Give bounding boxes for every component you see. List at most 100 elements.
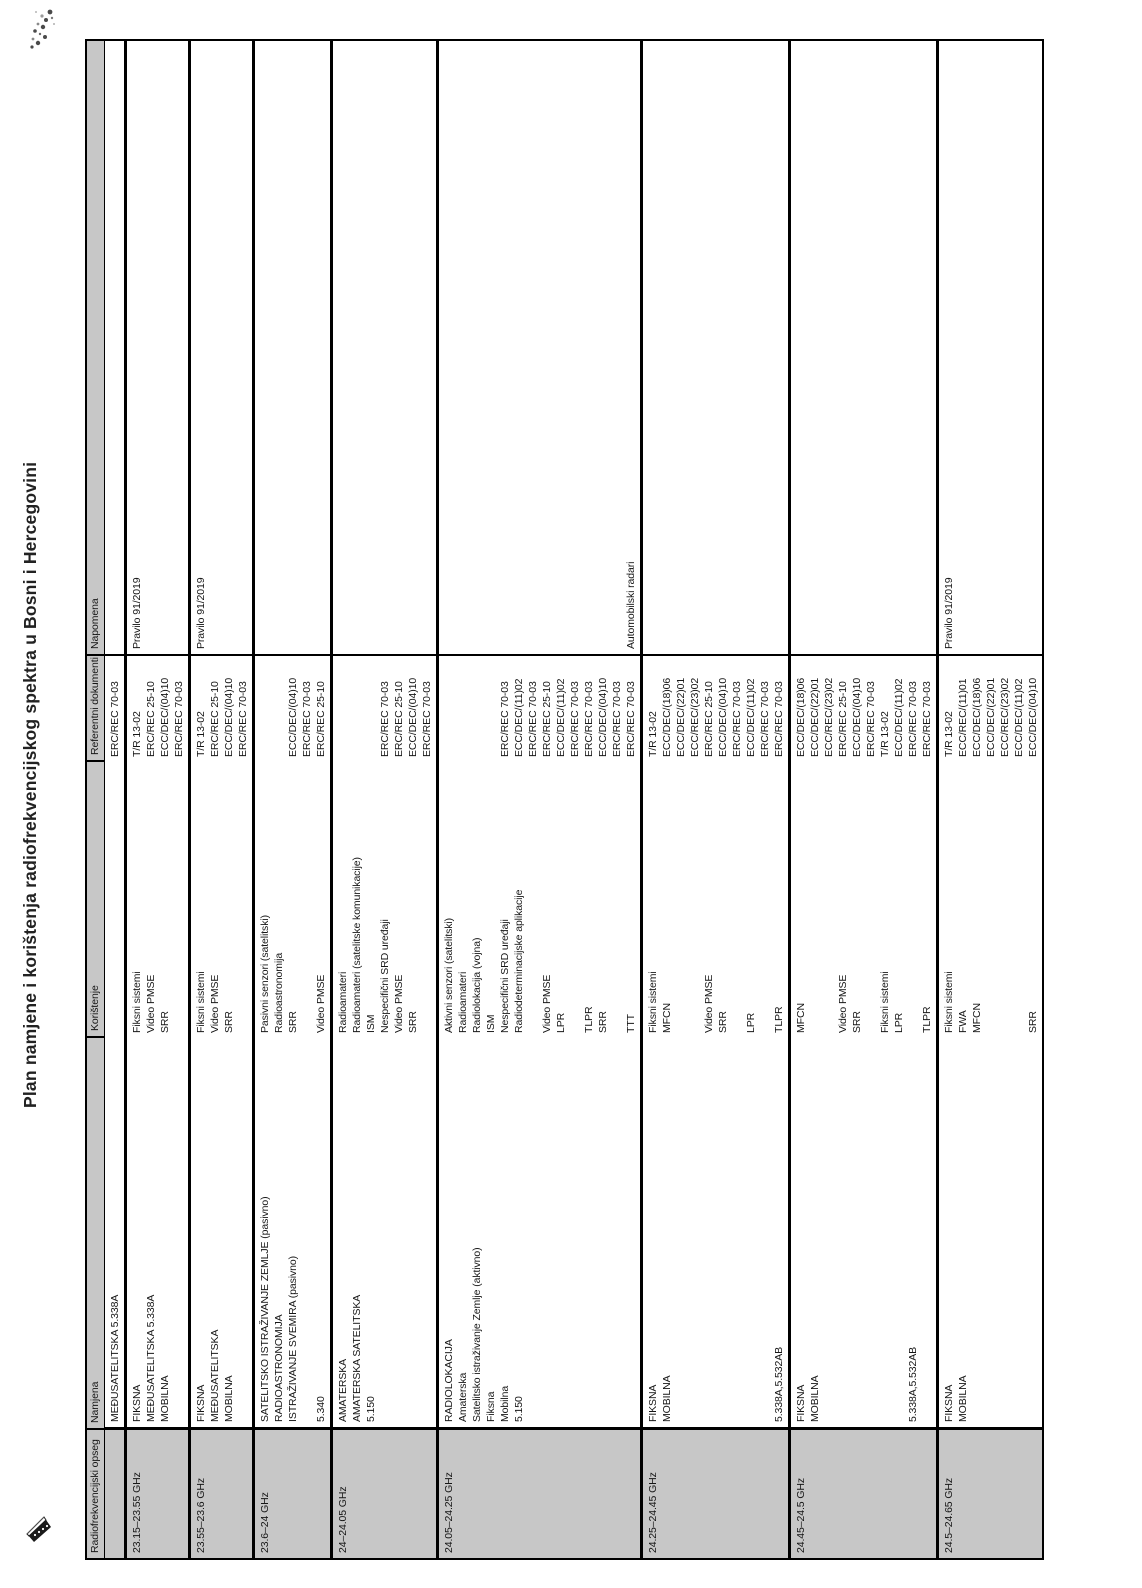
cell-line: ECC/DEC/(04)10: [717, 677, 729, 757]
cell-dokumenti: ERC/REC 70-03: [105, 656, 124, 762]
cell-line: LPR: [555, 1012, 567, 1033]
cell-line: [272, 656, 286, 757]
cell-line: ERC/REC 70-03: [379, 681, 391, 757]
cell-dokumenti: ECC/DEC/(04)10 ERC/REC 70-03 ERC/REC 25-10: [255, 656, 330, 762]
cell-dokumenti: T/R 13-02 ECC/REC/(11)01 ECC/DEC/(18)06 ECC…: [939, 656, 1042, 762]
cell-line: ECC/DEC/(22)01: [985, 677, 997, 757]
cell-line: Satelitsko istraživanje Zemlje (aktivno): [471, 1247, 483, 1422]
cell-line: MOBILNA: [957, 1375, 969, 1422]
cell-line: [822, 1038, 836, 1422]
cell-dokumenti: T/R 13-02 ERC/REC 25-10 ECC/DEC/(04)10 ERC/…: [127, 656, 188, 762]
cell-line: ERC/REC 70-03: [731, 681, 743, 757]
cell-line: ECC/DEC/(04)10: [1027, 677, 1039, 757]
cell-line: ECC/DEC/(04)10: [597, 677, 609, 757]
cell-line: ERC/REC 25-10: [145, 681, 157, 757]
frequency-range-label: [108, 1430, 122, 1553]
cell-line: Fiksni sistemi: [195, 971, 207, 1033]
cell-opseg: 24.45–24.5 GHz: [791, 1430, 936, 1558]
cell-line: Nespecifični SRD uređaji: [499, 919, 511, 1033]
cell-line: MEĐUSATELITSKA 5.338A: [109, 1294, 121, 1422]
cell-line: [674, 1038, 688, 1422]
cell-line: MOBILNA: [809, 1375, 821, 1422]
cell-line: SRR: [717, 1011, 729, 1033]
cell-line: ECC/DEC/(11)02: [745, 678, 757, 757]
cell-koristenje: Fiksni sistemi MFCN Video PMSE SRR LPR TLPR: [643, 762, 788, 1038]
frequency-range-label: 23.15–23.55 GHz: [131, 1472, 143, 1553]
cell-line: RADIOLOKACIJA: [443, 1339, 455, 1422]
cell-line: [878, 1038, 892, 1422]
frequency-range-label: 24.5–24.65 GHz: [943, 1477, 955, 1553]
cell-napomena: [333, 41, 436, 656]
cell-opseg: 24.5–24.65 GHz: [939, 1430, 1042, 1558]
cell-line: AMATERSKA: [337, 1358, 349, 1422]
frequency-range-label: 23.55–23.6 GHz: [195, 1477, 207, 1553]
cell-line: [526, 762, 540, 1033]
cell-line: ERC/REC 70-03: [625, 681, 637, 757]
cell-line: LPR: [745, 1012, 757, 1033]
cell-line: TLPR: [773, 1006, 785, 1033]
cell-line: ERC/REC 70-03: [759, 681, 771, 757]
cell-line: Aktivni senzori (satelitski): [443, 917, 455, 1033]
cell-line: ERC/REC 70-03: [921, 681, 933, 757]
cell-line: [498, 41, 512, 649]
cell-line: [808, 762, 822, 1033]
cell-line: [850, 1038, 864, 1422]
cell-line: ERC/REC 25-10: [393, 681, 405, 757]
cell-line: [864, 762, 878, 1033]
cell-line: Fiksni sistemi: [647, 971, 659, 1033]
cell-line: [892, 1038, 906, 1422]
band-row: 24.45–24.5 GHz FIKSNA MOBILNA 5.338A,5.532A…: [788, 41, 936, 1558]
cell-line: [864, 1038, 878, 1422]
cell-line: ECC/DEC/(04)10: [223, 677, 235, 757]
cell-line: T/R 13-02: [879, 711, 891, 757]
cell-namjena: AMATERSKA AMATERSKA SATELITSKA 5.150: [333, 1038, 436, 1430]
cell-line: Radioastronomija: [273, 952, 285, 1033]
cell-line: ECC/DEC/(04)10: [287, 677, 299, 757]
cell-line: Fiksni sistemi: [943, 971, 955, 1033]
cell-line: SRR: [407, 1011, 419, 1033]
cell-line: [470, 41, 484, 649]
ink-smudge-icon: [26, 4, 60, 55]
spectrum-allocation-table: Radiofrekvencijski opseg Namjena Korište…: [85, 39, 1044, 1560]
cell-line: ECC/DEC/(11)02: [513, 678, 525, 757]
cell-namjena: FIKSNA MOBILNA 5.338A,5.532AB: [791, 1038, 936, 1430]
cell-line: ECC/REC/(11)01: [957, 678, 969, 757]
cell-koristenje: MFCN Video PMSE SRR Fiksni sistemi LPR TLPR: [791, 762, 936, 1038]
page-title: Plan namjene i korištenja radiofrekvenci…: [20, 461, 40, 1108]
cell-koristenje: [105, 762, 124, 1038]
cell-line: Video PMSE: [315, 974, 327, 1033]
cell-line: [456, 656, 470, 757]
cell-line: [582, 41, 596, 649]
cell-line: FIKSNA: [943, 1384, 955, 1422]
cell-line: [836, 1038, 850, 1422]
cell-namjena: FIKSNA MEĐUSATELITSKA 5.338A MOBILNA: [127, 1038, 188, 1430]
cell-line: ERC/REC 70-03: [173, 681, 185, 757]
cell-line: ISTRAŽIVANJE SVEMIRA (pasivno): [287, 1255, 299, 1422]
header-cell-koristenje: Korištenje: [87, 762, 104, 1038]
cell-line: Video PMSE: [541, 974, 553, 1033]
cell-napomena: [105, 41, 124, 656]
cell-line: [702, 1038, 716, 1422]
cell-koristenje: Pasivni senzori (satelitski) Radioastrono…: [255, 762, 330, 1038]
cell-line: [568, 762, 582, 1033]
column-header: Napomena: [89, 598, 101, 649]
cell-line: SRR: [851, 1011, 863, 1033]
cell-line: ERC/REC 25-10: [703, 681, 715, 757]
cell-line: ECC/REC/(23)02: [689, 677, 701, 757]
cell-line: ERC/REC 70-03: [907, 681, 919, 757]
cell-koristenje: Fiksni sistemi FWA MFCN SRR: [939, 762, 1042, 1038]
cell-line: [596, 41, 610, 649]
cell-line: Pravilo 91/2019: [943, 577, 955, 649]
cell-line: [920, 1038, 934, 1422]
cell-line: [568, 41, 582, 649]
cell-line: Fiksni sistemi: [131, 971, 143, 1033]
column-header: Radiofrekvencijski opseg: [89, 1439, 101, 1553]
cell-line: AMATERSKA SATELITSKA: [351, 1294, 363, 1422]
cell-line: [300, 762, 314, 1033]
column-header: Referentni dokumenti: [89, 657, 101, 755]
cell-line: ERC/REC 25-10: [837, 681, 849, 757]
cell-line: ERC/REC 70-03: [569, 681, 581, 757]
cell-opseg: 23.55–23.6 GHz: [191, 1430, 252, 1558]
band-row: 24.25–24.45 GHz FIKSNA MOBILNA 5.338A,5.532…: [640, 41, 788, 1558]
